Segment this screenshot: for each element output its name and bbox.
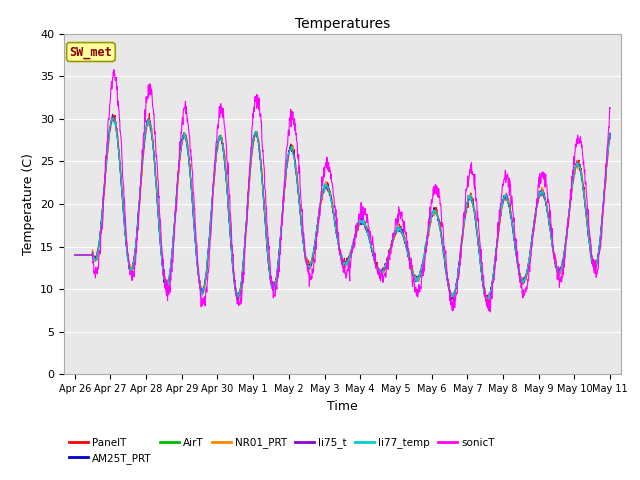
li77_temp (113, 126, 120, 132)
sonicT (376, 276, 383, 281)
AirT (134, 211, 142, 216)
PanelT (376, 266, 383, 272)
AM25T_PRT (113, 129, 120, 135)
AM25T_PRT (319, 189, 327, 195)
sonicT (319, 180, 327, 186)
li77_temp (376, 266, 383, 272)
AM25T_PRT (109, 113, 116, 119)
PanelT (310, 258, 317, 264)
Line: AM25T_PRT: AM25T_PRT (75, 116, 610, 301)
AirT (71, 252, 79, 258)
li75_t (310, 250, 317, 256)
li77_temp (110, 115, 118, 121)
li77_temp (310, 252, 317, 257)
Line: PanelT: PanelT (75, 113, 610, 304)
li77_temp (483, 299, 491, 304)
NR01_PRT (376, 270, 383, 276)
li75_t (71, 252, 79, 258)
AirT (319, 189, 327, 194)
Line: AirT: AirT (75, 117, 610, 300)
NR01_PRT (310, 254, 317, 260)
AM25T_PRT (71, 252, 79, 258)
PanelT (298, 227, 306, 232)
sonicT (110, 67, 118, 72)
AirT (310, 251, 317, 256)
AM25T_PRT (298, 228, 306, 234)
li75_t (483, 300, 491, 305)
AM25T_PRT (484, 298, 492, 304)
li75_t (109, 112, 116, 118)
X-axis label: Time: Time (327, 400, 358, 413)
PanelT (71, 252, 79, 258)
sonicT (310, 270, 317, 276)
AirT (298, 229, 306, 235)
PanelT (134, 218, 142, 224)
sonicT (71, 252, 79, 258)
sonicT (113, 81, 120, 86)
li75_t (319, 190, 327, 195)
NR01_PRT (109, 113, 117, 119)
Text: SW_met: SW_met (70, 46, 112, 59)
NR01_PRT (319, 191, 327, 197)
PanelT (319, 191, 327, 196)
Line: li77_temp: li77_temp (75, 118, 610, 301)
sonicT (298, 206, 306, 212)
Line: NR01_PRT: NR01_PRT (75, 116, 610, 301)
AM25T_PRT (134, 211, 142, 216)
NR01_PRT (298, 225, 306, 231)
PanelT (112, 123, 120, 129)
li77_temp (134, 213, 142, 219)
AirT (484, 298, 492, 303)
PanelT (485, 301, 493, 307)
li77_temp (606, 130, 614, 135)
NR01_PRT (483, 298, 491, 304)
Line: li75_t: li75_t (75, 115, 610, 302)
li77_temp (71, 252, 79, 258)
li75_t (134, 210, 142, 216)
NR01_PRT (134, 215, 142, 221)
Line: sonicT: sonicT (75, 70, 610, 312)
PanelT (606, 132, 614, 137)
Y-axis label: Temperature (C): Temperature (C) (22, 153, 35, 255)
PanelT (145, 110, 153, 116)
AM25T_PRT (606, 131, 614, 137)
li75_t (376, 269, 383, 275)
AM25T_PRT (376, 268, 383, 274)
sonicT (606, 106, 614, 111)
AirT (113, 129, 120, 135)
sonicT (486, 309, 494, 315)
Title: Temperatures: Temperatures (295, 17, 390, 31)
Legend: PanelT, AM25T_PRT, AirT, NR01_PRT, li75_t, li77_temp, sonicT: PanelT, AM25T_PRT, AirT, NR01_PRT, li75_… (69, 438, 495, 464)
NR01_PRT (71, 252, 79, 258)
AirT (606, 132, 614, 138)
li77_temp (319, 187, 327, 193)
NR01_PRT (113, 130, 120, 136)
AirT (109, 114, 116, 120)
li75_t (606, 131, 614, 137)
AM25T_PRT (310, 251, 317, 257)
sonicT (134, 224, 142, 230)
li77_temp (298, 229, 306, 235)
li75_t (113, 129, 120, 135)
NR01_PRT (606, 134, 614, 140)
li75_t (298, 232, 306, 238)
AirT (376, 270, 383, 276)
